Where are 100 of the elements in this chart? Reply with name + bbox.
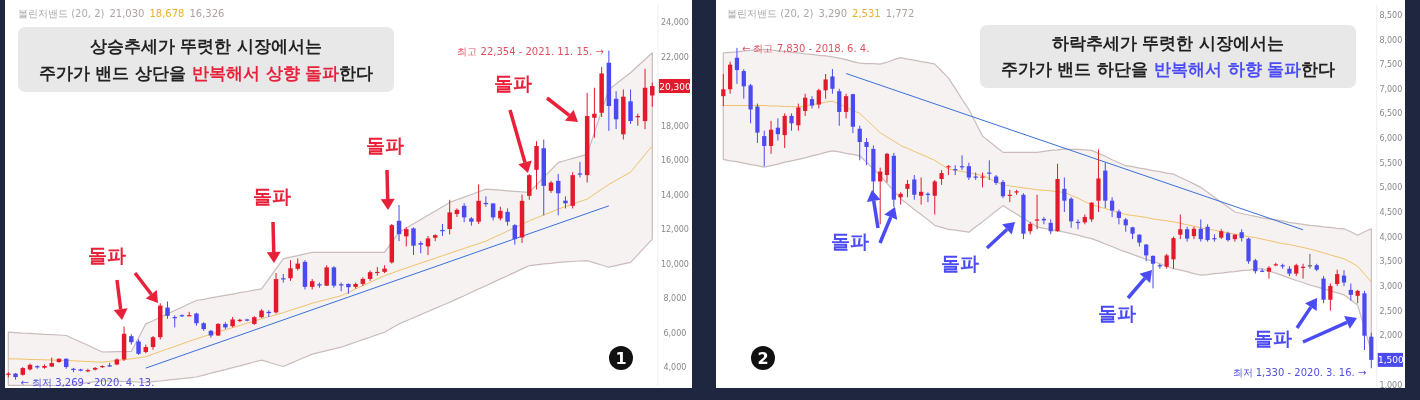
y-tick-label: 12,000 (660, 225, 689, 235)
candlestick (411, 226, 416, 256)
annotation: 21,030 (109, 8, 145, 19)
candlestick (816, 88, 821, 110)
candlestick (476, 183, 481, 225)
candlestick (527, 173, 532, 201)
y-tick-label: 7,000 (1379, 84, 1403, 94)
candlestick (721, 73, 726, 107)
text: 20,300 (659, 81, 691, 92)
candlestick (762, 130, 767, 167)
candlestick (919, 177, 924, 206)
candlestick (331, 265, 337, 289)
y-tick-label: 3,000 (1379, 281, 1403, 291)
annotation: 최고 22,354 - 2021. 11. 15. → (457, 45, 604, 57)
candlestick (1062, 177, 1067, 213)
candlestick (741, 68, 746, 100)
annotation: ← 최저 3,269 - 2020. 4. 13. (20, 377, 155, 388)
candlestick (577, 161, 583, 178)
annotation: 돌파 (941, 252, 979, 274)
annotation: 18,678 (149, 8, 185, 19)
candlestick (830, 68, 835, 95)
candlestick (447, 199, 452, 235)
candlestick (946, 164, 951, 176)
y-tick-label: 10,000 (660, 259, 689, 269)
text: 상승추세가 뚜렷한 시장에서는 (89, 36, 323, 56)
annotation: 1,772 (885, 8, 915, 19)
y-tick-label: 5,500 (1379, 158, 1403, 168)
candlestick (803, 93, 808, 117)
text: 하락추세가 뚜렷한 시장에서는 (1051, 33, 1285, 53)
y-tick-label: 4,500 (1379, 208, 1403, 218)
candlestick (35, 364, 40, 370)
candlestick (592, 87, 597, 139)
y-tick-label: 24,000 (660, 18, 689, 28)
candlestick (734, 47, 740, 85)
y-tick-label: 2,000 (1379, 331, 1403, 341)
y-tick-label: 6,000 (663, 328, 687, 338)
candlestick (857, 125, 862, 161)
y-tick-label: 2,500 (1379, 306, 1403, 316)
y-tick-label: 5,000 (1379, 183, 1403, 193)
y-tick-label: 8,000 (1379, 35, 1403, 45)
candlestick (912, 174, 917, 201)
candlestick (1089, 201, 1094, 223)
candlestick (843, 93, 849, 119)
candlestick (1328, 282, 1333, 312)
annotation: 돌파 (366, 134, 404, 156)
y-tick-label: 3,500 (1379, 257, 1403, 267)
candlestick (1178, 213, 1183, 240)
candlestick (932, 179, 937, 215)
y-tick-label: 14,000 (660, 190, 689, 200)
annotation: 돌파 (88, 244, 126, 266)
y-tick-label: 18,000 (660, 121, 689, 131)
y-tick-label: 8,500 (1379, 10, 1403, 20)
annotation: 1 (615, 349, 627, 368)
candlestick (1109, 196, 1115, 218)
candlestick (1096, 148, 1101, 213)
candlestick (1034, 194, 1040, 230)
candlestick (650, 82, 655, 108)
y-tick-label: 6,000 (1379, 134, 1403, 144)
annotation: 16,326 (189, 8, 225, 19)
annotation: 2,531 (852, 8, 881, 19)
candlestick (1321, 275, 1326, 304)
candlestick (837, 88, 842, 127)
candlestick (628, 88, 633, 125)
y-tick-label: 22,000 (660, 52, 689, 62)
candlestick (1212, 233, 1217, 243)
annotation: 2 (757, 349, 769, 368)
candlestick (1000, 179, 1006, 199)
text: 주가가 밴드 하단을 반복해서 하향 돌파한다 (1000, 60, 1336, 80)
candlestick (823, 73, 828, 100)
candlestick (1198, 218, 1203, 243)
annotation: ← 최고 7,830 - 2018. 6. 4. (741, 42, 870, 54)
y-tick-label: 4,000 (663, 363, 687, 373)
candlestick (1369, 332, 1374, 369)
candlestick (768, 120, 774, 155)
annotation: 돌파 (1098, 302, 1136, 324)
candlestick (1266, 265, 1272, 280)
candlestick (172, 314, 177, 328)
annotation: 돌파 (1254, 327, 1292, 349)
candlestick (1246, 237, 1251, 265)
annotation: 최저 1,330 - 2020. 3. 16. → (1232, 367, 1367, 379)
candlestick (1150, 254, 1156, 289)
candlestick (864, 137, 869, 166)
candlestick (809, 95, 815, 110)
candlestick (1069, 196, 1074, 229)
annotation: 돌파 (253, 185, 291, 207)
candlestick (1171, 236, 1176, 270)
candlestick (884, 152, 890, 183)
y-tick-label: 4,000 (1379, 232, 1403, 242)
annotation: 볼린저밴드 (20, 2) (18, 8, 105, 19)
y-tick-label: 6,500 (1379, 109, 1403, 119)
candlestick (796, 103, 801, 132)
y-tick-label: 16,000 (660, 156, 689, 166)
annotation: 3,290 (818, 8, 848, 19)
candlestick (782, 112, 787, 149)
y-tick-label: 8,000 (663, 294, 687, 304)
y-tick-label: 7,500 (1379, 60, 1403, 70)
annotation: 돌파 (494, 72, 532, 94)
candlestick (440, 223, 445, 237)
annotation: 볼린저밴드 (20, 2) (727, 8, 814, 19)
candlestick (288, 259, 293, 282)
